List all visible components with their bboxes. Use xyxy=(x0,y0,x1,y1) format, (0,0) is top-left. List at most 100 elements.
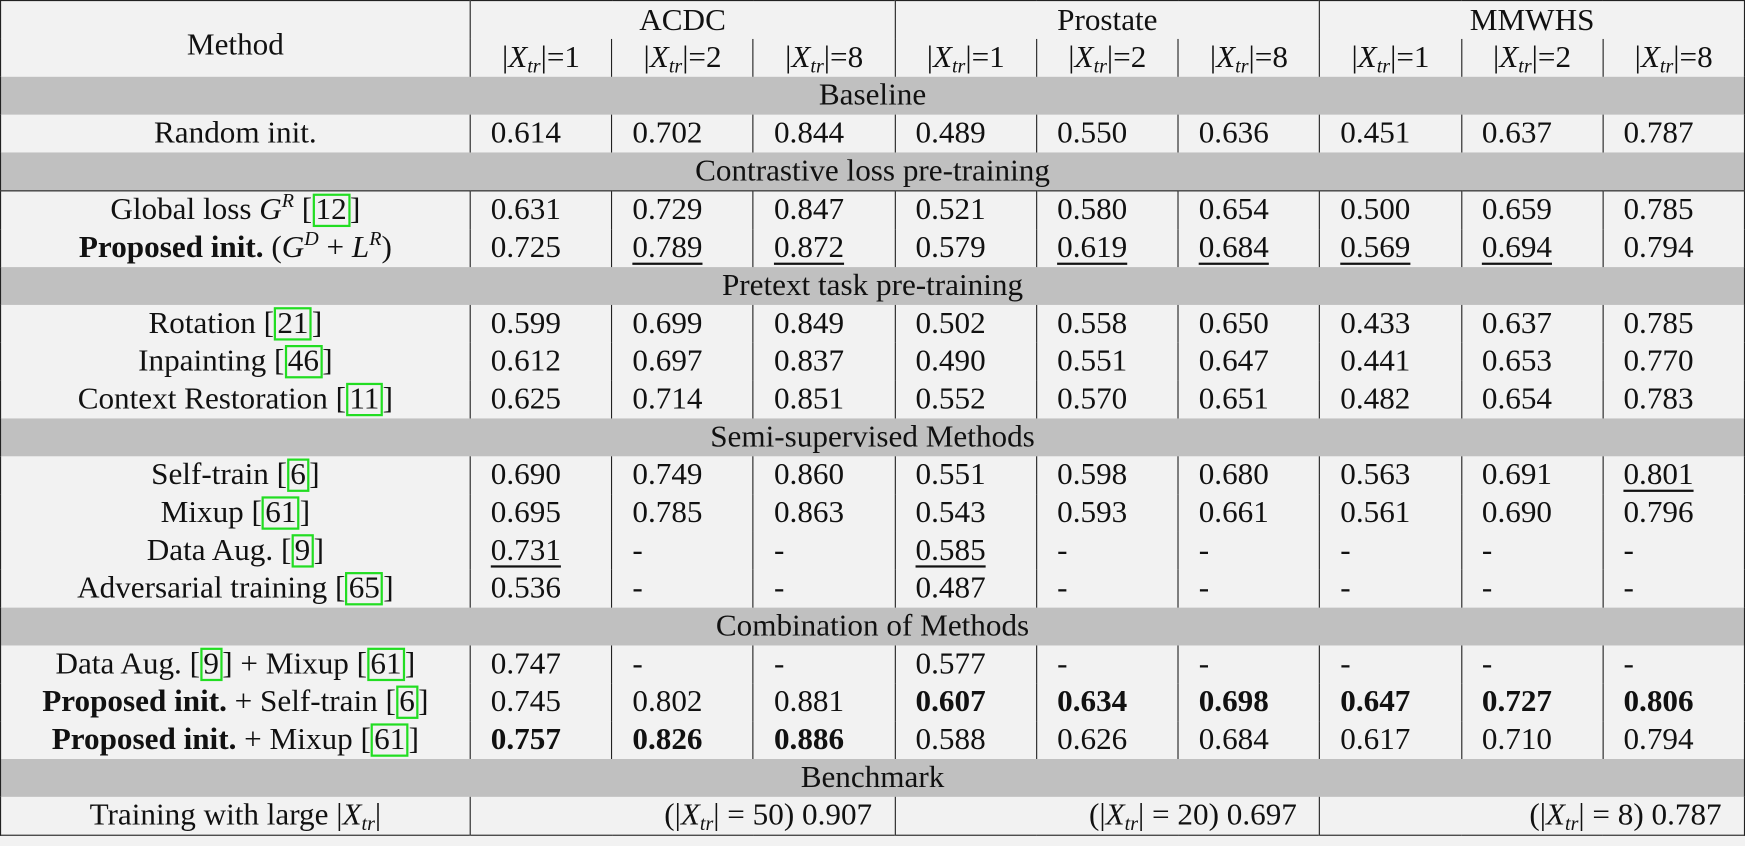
score-cell: 0.636 xyxy=(1177,114,1320,153)
text-fragment: ] xyxy=(408,722,420,757)
citation-link[interactable]: 6 xyxy=(395,685,419,719)
score-cell: - xyxy=(752,645,895,684)
score-value: 0.863 xyxy=(773,495,845,530)
score-value: 0.695 xyxy=(490,495,561,530)
method-name: Random init. xyxy=(1,115,471,153)
math-subscript: tr xyxy=(1124,812,1139,835)
score-value: 0.710 xyxy=(1481,722,1552,757)
text-fragment: + Mixup [ xyxy=(236,722,371,757)
text-fragment: + xyxy=(318,230,352,265)
text-fragment: ] xyxy=(383,570,394,606)
citation-link[interactable]: 46 xyxy=(284,344,323,379)
citation-link[interactable]: 9 xyxy=(199,647,223,682)
citation-link[interactable]: 11 xyxy=(345,382,383,417)
benchmark-cell: (|Xtr| = 8) 0.787 xyxy=(1319,796,1745,836)
section-header-row: Benchmark xyxy=(0,758,1745,797)
training-size-header: |Xtr|=2 xyxy=(1460,38,1603,77)
math-variable: G xyxy=(259,192,282,228)
section-header-row: Pretext task pre-training xyxy=(0,267,1745,305)
score-value: 0.626 xyxy=(1057,722,1128,757)
math-variable: X xyxy=(680,797,700,833)
math-variable: X xyxy=(1499,40,1519,75)
dataset-header-prostate: Prostate xyxy=(894,0,1320,39)
score-value: 0.881 xyxy=(773,684,845,719)
score-cell: - xyxy=(1460,645,1603,684)
score-cell: 0.691 xyxy=(1460,456,1603,495)
citation-link[interactable]: 21 xyxy=(274,307,312,341)
score-value: 0.796 xyxy=(1623,495,1694,530)
score-value: 0.563 xyxy=(1340,457,1411,492)
section-header-row: Combination of Methods xyxy=(0,607,1745,646)
score-value: 0.729 xyxy=(632,192,703,228)
citation-link[interactable]: 61 xyxy=(370,723,409,757)
text-fragment: Context Restoration [ xyxy=(77,381,346,417)
score-value: 0.651 xyxy=(1198,381,1269,417)
score-cell: 0.614 xyxy=(469,114,612,153)
score-cell: - xyxy=(1035,645,1179,684)
table-row: Adversarial training [65] 0.536 - - 0.487 - - -… xyxy=(1,569,1745,608)
math-variable: X xyxy=(1216,40,1236,75)
score-value: 0.654 xyxy=(1198,192,1269,228)
score-value: 0.585 xyxy=(915,533,986,568)
score-cell: 0.653 xyxy=(1460,342,1603,381)
score-cell: 0.684 xyxy=(1177,721,1320,759)
table-row: Proposed init. (GD + LR) 0.725 0.789 0.872 0… xyxy=(1,228,1745,268)
training-size-header: |Xtr|=8 xyxy=(1602,38,1745,77)
score-cell: 0.794 xyxy=(1602,229,1745,268)
score-cell: 0.580 xyxy=(1035,190,1179,230)
score-value: 0.636 xyxy=(1198,115,1269,151)
score-value: 0.489 xyxy=(915,115,986,151)
score-cell: - xyxy=(752,531,895,570)
citation-link[interactable]: 12 xyxy=(312,193,351,228)
score-cell: - xyxy=(1177,531,1320,570)
score-value: 0.634 xyxy=(1057,684,1128,719)
bold-label: Proposed init. xyxy=(42,684,227,719)
bold-label: Proposed init. xyxy=(51,722,237,757)
citation-link[interactable]: 9 xyxy=(291,534,314,568)
score-value: 0.502 xyxy=(915,306,986,341)
math-subscript: tr xyxy=(527,54,541,77)
math-variable: X xyxy=(508,40,528,75)
score-value: 0.757 xyxy=(490,722,561,757)
table-row: Context Restoration [11] 0.625 0.714 0.851 0… xyxy=(1,380,1745,419)
bold-label: Proposed init. xyxy=(78,230,264,265)
citation-link[interactable]: 6 xyxy=(286,458,310,492)
citation-link[interactable]: 61 xyxy=(367,647,405,682)
score-cell: 0.647 xyxy=(1319,683,1462,722)
score-value: 0.801 xyxy=(1623,457,1694,492)
section-title: Benchmark xyxy=(0,758,1745,797)
score-value: 0.637 xyxy=(1481,306,1552,341)
citation-link[interactable]: 65 xyxy=(345,572,384,606)
score-cell: 0.619 xyxy=(1035,229,1179,268)
score-cell: 0.690 xyxy=(469,456,612,495)
score-value: 0.647 xyxy=(1340,684,1411,719)
method-name: Data Aug. [9] + Mixup [61] xyxy=(1,645,471,683)
text-fragment: [ xyxy=(293,192,313,228)
score-value: 0.749 xyxy=(632,457,703,492)
score-value: - xyxy=(632,533,643,568)
score-cell: 0.725 xyxy=(469,229,612,268)
method-name: Context Restoration [11] xyxy=(1,381,471,419)
score-value: 0.690 xyxy=(490,457,561,492)
score-value: 0.588 xyxy=(915,722,986,757)
score-value: 0.521 xyxy=(915,192,986,228)
text-fragment: | xyxy=(374,797,382,833)
score-value: - xyxy=(1623,570,1634,606)
size-suffix: |=2 xyxy=(1106,40,1147,75)
score-cell: - xyxy=(752,569,895,608)
size-suffix: |=2 xyxy=(682,40,722,75)
bar-prefix: | xyxy=(643,40,650,75)
score-cell: - xyxy=(1319,645,1462,684)
score-cell: 0.690 xyxy=(1460,494,1603,532)
size-suffix: |=8 xyxy=(1673,40,1713,75)
score-cell: - xyxy=(1035,531,1179,570)
math-subscript: tr xyxy=(810,54,824,77)
citation-link[interactable]: 61 xyxy=(261,496,300,530)
section-title: Pretext task pre-training xyxy=(0,267,1745,305)
score-value: 0.847 xyxy=(773,192,845,228)
score-cell: 0.661 xyxy=(1177,494,1320,532)
score-cell: - xyxy=(1460,531,1603,570)
score-value: 0.614 xyxy=(490,115,561,151)
score-value: 0.844 xyxy=(773,115,845,151)
table-row: Proposed init. + Mixup [61] 0.757 0.826 0.8… xyxy=(1,721,1745,759)
